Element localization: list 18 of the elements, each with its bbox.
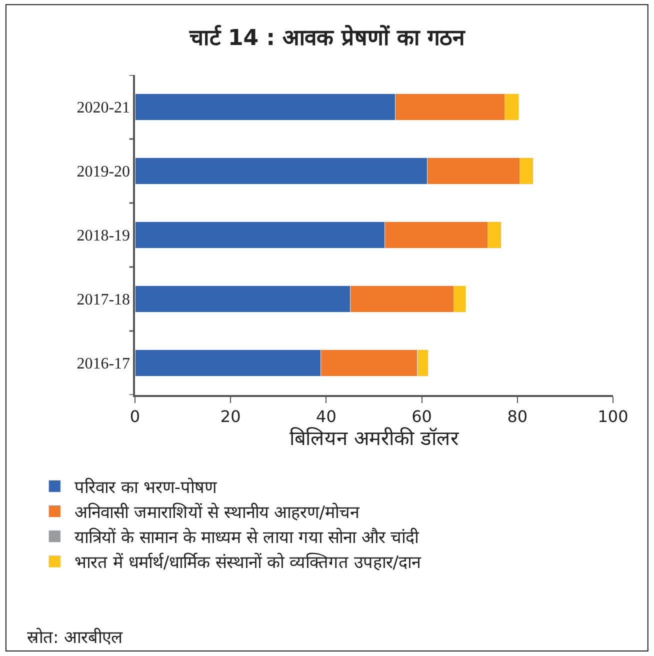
y-tick-label: 2019-20 [76,164,130,181]
y-tick-label: 2017-18 [76,292,130,309]
x-tick-label: 40 [316,406,336,426]
text: स्रोत: आरबीएल [27,627,124,648]
x-tick-label: 100 [598,406,628,426]
y-tick-label: 2020-21 [76,100,130,117]
y-tick-label: 2016-17 [76,356,130,373]
legend-label: भारत में धर्मार्थ/धार्मिक संस्थानों को व्यक्तिगत उपहार/दान [74,552,422,574]
x-tick-label: 20 [220,406,241,426]
legend-label: यात्रियों के सामान के माध्यम से लाया गया सोना और चांदी [74,526,420,548]
legend-label: परिवार का भरण-पोषण [74,476,218,498]
y-tick-label: 2018-19 [76,228,130,245]
x-tick-label: 0 [130,406,140,426]
x-tick-label: 60 [412,406,432,426]
x-tick-label: 80 [507,406,528,426]
chart-title: चार्ट 14 : आवक प्रेषणों का गठन [188,24,466,51]
x-axis-title: बिलियन अमरीकी डॉलर [290,426,460,450]
legend-label: अनिवासी जमाराशियों से स्थानीय आहरण/मोचन [74,502,360,523]
